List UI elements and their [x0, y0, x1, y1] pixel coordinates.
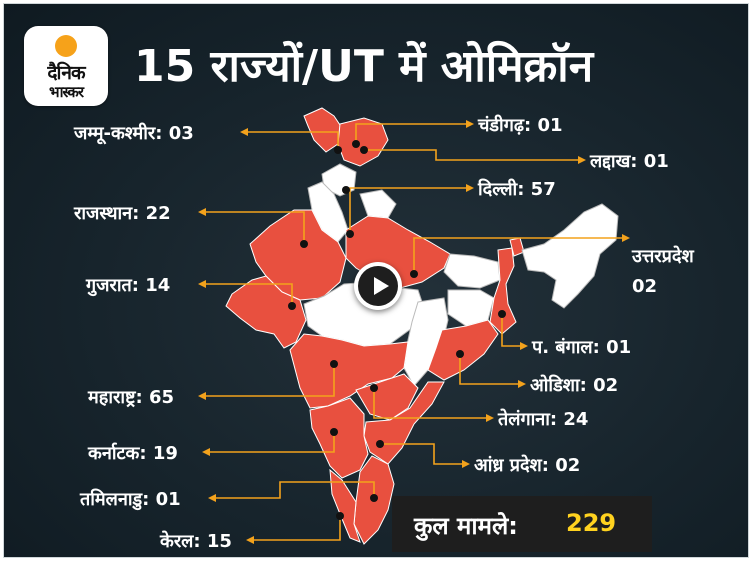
region-bihar	[443, 253, 501, 289]
region-ladakh	[337, 117, 389, 167]
total-cases-label: कुल मामले:	[414, 512, 518, 540]
play-button[interactable]	[354, 262, 402, 310]
total-cases-box: कुल मामले: 229	[392, 496, 652, 552]
label-uttar-pradesh-count: 02	[632, 276, 658, 297]
leader-arrowheads	[198, 120, 630, 544]
region-north-east	[521, 203, 619, 309]
label-west-bengal: प. बंगाल: 01	[532, 337, 632, 358]
label-tamil-nadu: तमिलनाडु: 01	[80, 489, 181, 510]
label-rajasthan: राजस्थान: 22	[74, 203, 171, 224]
region-jammu-kashmir	[303, 107, 343, 153]
region-west-bengal	[489, 247, 517, 335]
region-maharashtra	[289, 333, 409, 409]
play-button-inner	[358, 266, 398, 306]
region-gujarat	[225, 275, 307, 349]
dainik-bhaskar-logo: दैनिक भास्कर	[24, 26, 108, 106]
play-icon	[374, 277, 389, 295]
label-chandigarh: चंडीगढ़: 01	[478, 115, 563, 136]
location-dots	[288, 140, 506, 520]
region-chhattisgarh	[403, 297, 449, 387]
label-maharashtra: महाराष्ट्र: 65	[88, 387, 175, 408]
label-karnataka: कर्नाटक: 19	[88, 443, 178, 464]
region-odisha	[427, 319, 499, 381]
total-cases-value: 229	[566, 509, 617, 537]
label-odisha: ओडिशा: 02	[530, 375, 619, 396]
infographic-frame: दैनिक भास्कर 15 राज्यों/UT में ओमिक्रॉन	[3, 3, 749, 558]
label-gujarat: गुजरात: 14	[86, 275, 171, 296]
label-kerala: केरल: 15	[160, 531, 232, 552]
region-kerala	[329, 468, 361, 543]
label-jammu-kashmir: जम्मू-कश्मीर: 03	[74, 123, 194, 144]
region-karnataka	[309, 397, 369, 479]
page-title: 15 राज्यों/UT में ओमिक्रॉन	[134, 41, 594, 92]
label-ladakh: लद्दाख: 01	[590, 151, 669, 172]
label-andhra-pradesh: आंध्र प्रदेश: 02	[474, 455, 581, 476]
label-delhi: दिल्ली: 57	[478, 179, 556, 200]
india-map	[198, 107, 630, 545]
logo-line2: भास्कर	[49, 83, 84, 101]
sun-icon	[55, 35, 77, 57]
region-uttarakhand	[359, 189, 397, 219]
logo-line1: दैनिक	[47, 62, 85, 84]
label-telangana: तेलंगाना: 24	[498, 409, 589, 430]
label-uttar-pradesh-name: उत्तरप्रदेश	[632, 246, 694, 267]
leader-lines	[202, 123, 624, 541]
